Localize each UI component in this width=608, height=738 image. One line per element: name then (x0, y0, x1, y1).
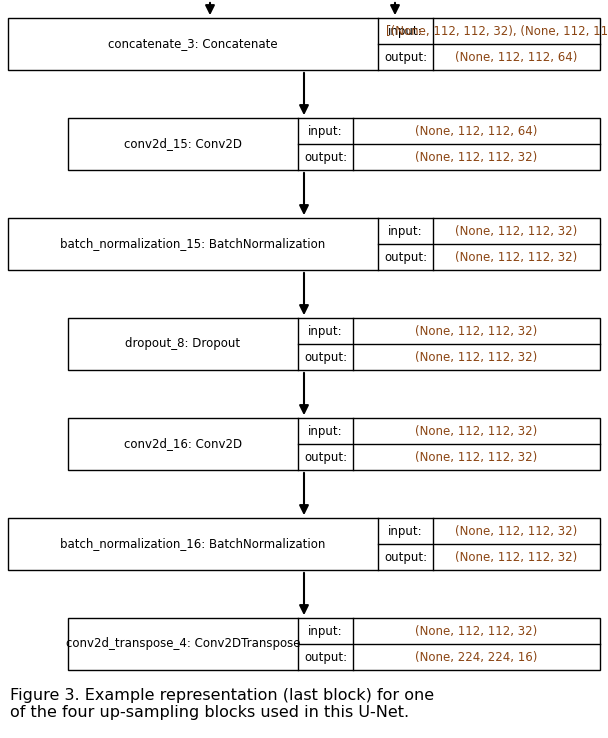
Text: output:: output: (384, 551, 427, 564)
Text: (None, 112, 112, 32): (None, 112, 112, 32) (455, 224, 578, 238)
Text: input:: input: (388, 224, 423, 238)
Bar (68, 418, 600, 470)
Text: output:: output: (304, 450, 347, 463)
Text: output:: output: (384, 50, 427, 63)
Text: batch_normalization_15: BatchNormalization: batch_normalization_15: BatchNormalizati… (60, 238, 326, 250)
Text: input:: input: (308, 325, 343, 337)
Text: (None, 112, 112, 32): (None, 112, 112, 32) (415, 325, 537, 337)
Bar (8, 18, 600, 70)
Text: (None, 224, 224, 16): (None, 224, 224, 16) (415, 650, 537, 663)
Text: output:: output: (304, 351, 347, 364)
Text: input:: input: (388, 24, 423, 38)
Text: (None, 112, 112, 32): (None, 112, 112, 32) (415, 351, 537, 364)
Bar (68, 118, 600, 170)
Text: (None, 112, 112, 32): (None, 112, 112, 32) (415, 151, 537, 164)
Text: conv2d_15: Conv2D: conv2d_15: Conv2D (124, 137, 242, 151)
Text: (None, 112, 112, 32): (None, 112, 112, 32) (415, 450, 537, 463)
Text: input:: input: (308, 624, 343, 638)
Text: input:: input: (308, 125, 343, 137)
Bar (68, 318, 600, 370)
Text: input:: input: (308, 424, 343, 438)
Text: (None, 112, 112, 32): (None, 112, 112, 32) (455, 250, 578, 263)
Text: concatenate_3: Concatenate: concatenate_3: Concatenate (108, 38, 278, 50)
Text: (None, 112, 112, 32): (None, 112, 112, 32) (415, 624, 537, 638)
Text: input:: input: (388, 525, 423, 537)
Text: Figure 3. Example representation (last block) for one
of the four up-sampling bl: Figure 3. Example representation (last b… (10, 688, 434, 720)
Text: output:: output: (304, 650, 347, 663)
Text: batch_normalization_16: BatchNormalization: batch_normalization_16: BatchNormalizati… (60, 537, 326, 551)
Text: (None, 112, 112, 32): (None, 112, 112, 32) (415, 424, 537, 438)
Bar (8, 218, 600, 270)
Text: conv2d_16: Conv2D: conv2d_16: Conv2D (124, 438, 242, 450)
Text: output:: output: (384, 250, 427, 263)
Text: dropout_8: Dropout: dropout_8: Dropout (125, 337, 241, 351)
Text: conv2d_transpose_4: Conv2DTranspose: conv2d_transpose_4: Conv2DTranspose (66, 638, 300, 650)
Text: output:: output: (304, 151, 347, 164)
Text: (None, 112, 112, 32): (None, 112, 112, 32) (455, 525, 578, 537)
Text: (None, 112, 112, 64): (None, 112, 112, 64) (455, 50, 578, 63)
Text: (None, 112, 112, 64): (None, 112, 112, 64) (415, 125, 537, 137)
Text: [(None, 112, 112, 32), (None, 112, 112, 32)]: [(None, 112, 112, 32), (None, 112, 112, … (386, 24, 608, 38)
Bar (68, 618, 600, 670)
Bar (8, 518, 600, 570)
Text: (None, 112, 112, 32): (None, 112, 112, 32) (455, 551, 578, 564)
